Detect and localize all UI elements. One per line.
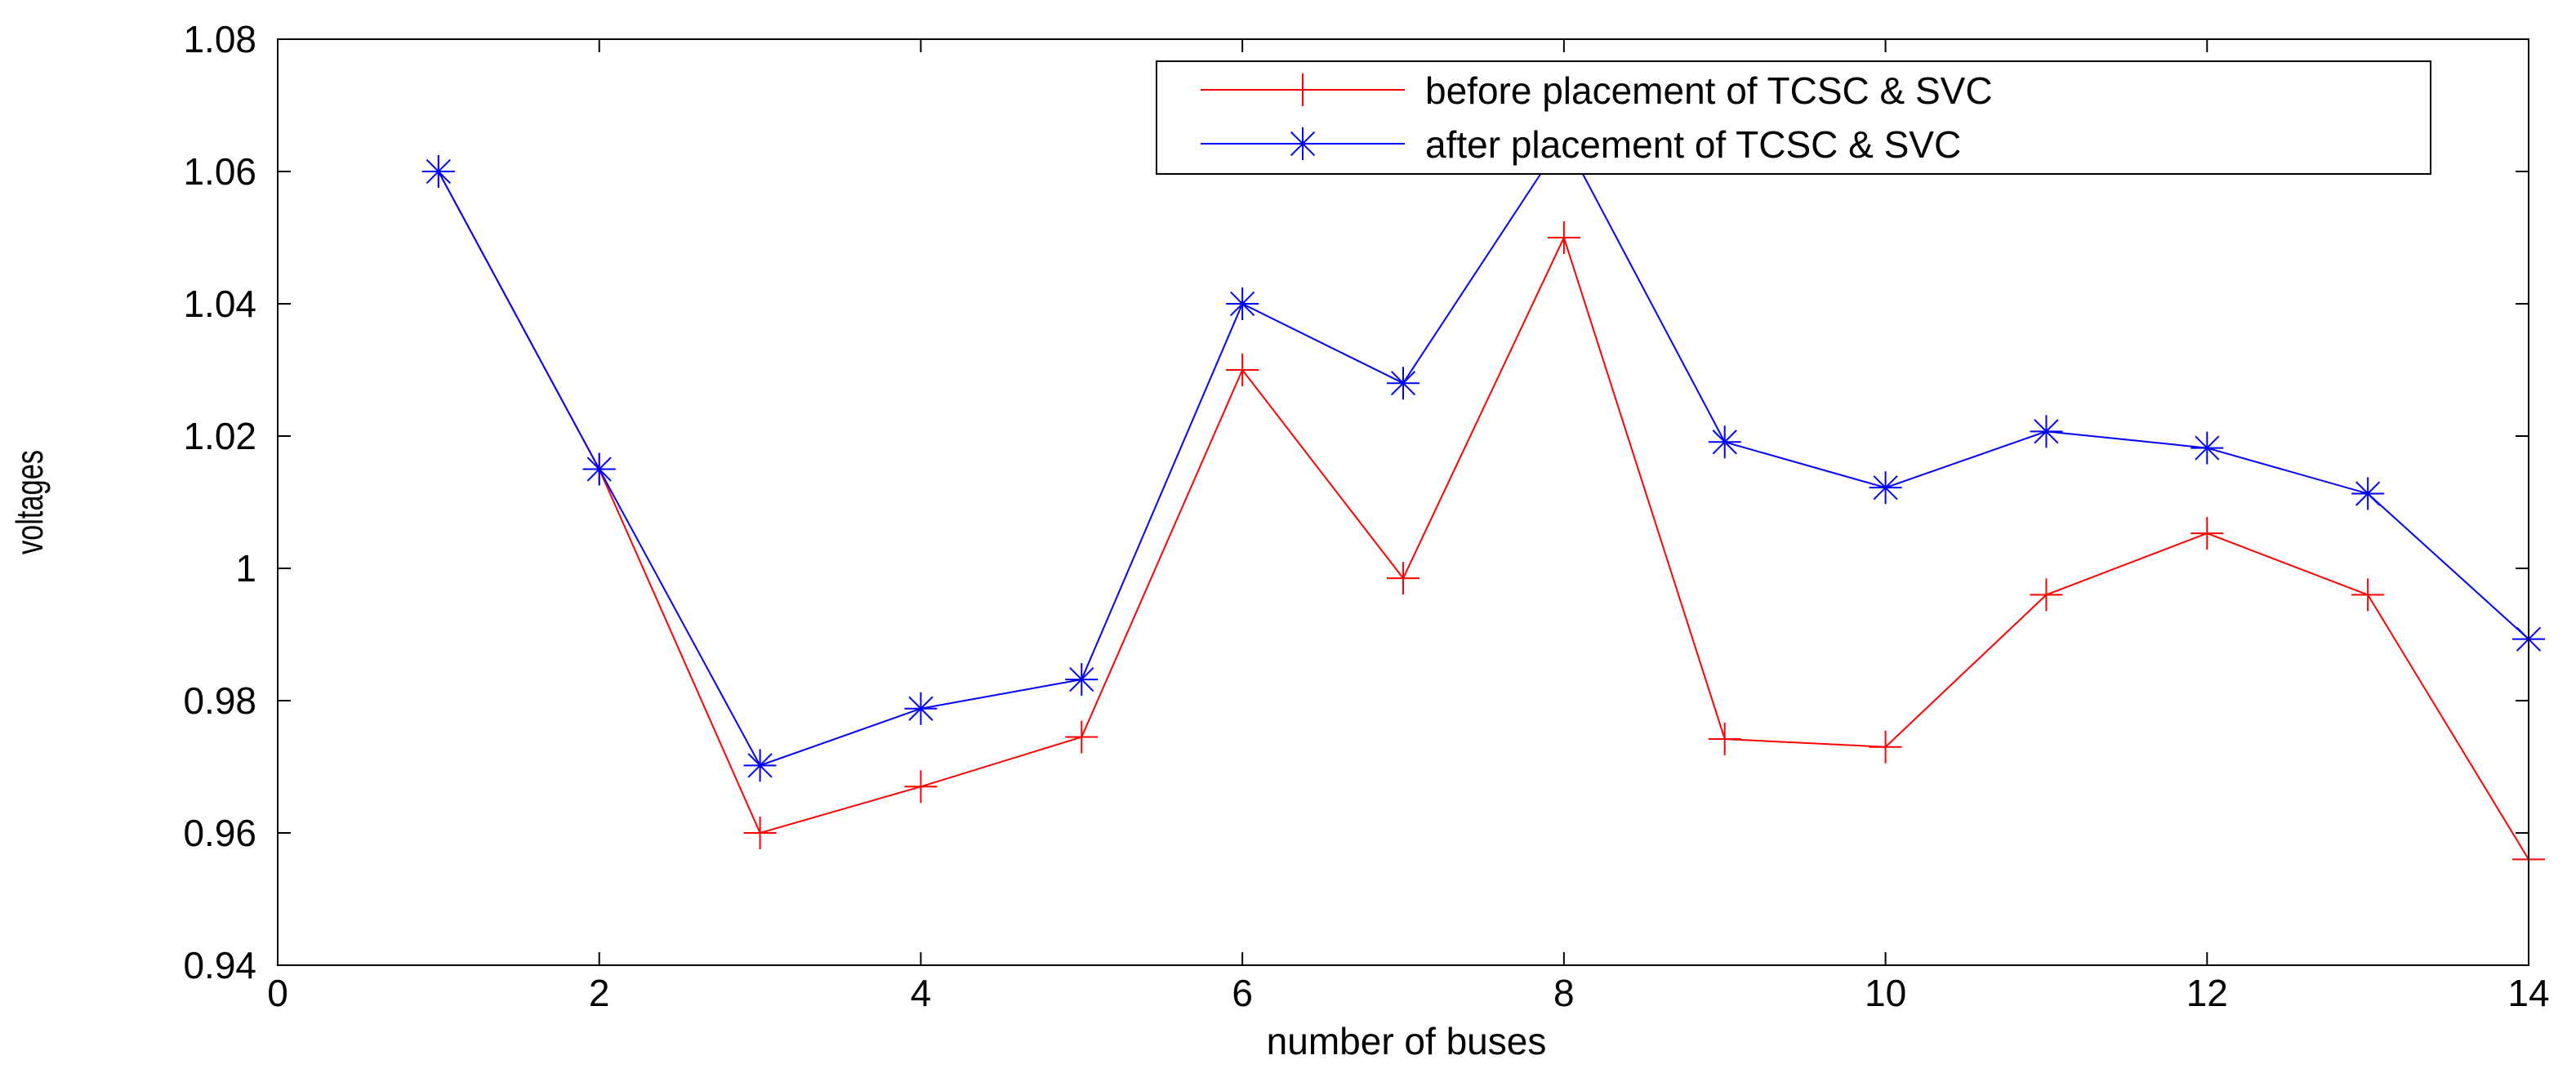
x-tick-label: 2: [589, 972, 610, 1014]
data-point-before: [1869, 730, 1902, 764]
data-point-after: [1065, 663, 1099, 697]
x-tick-label: 8: [1553, 972, 1575, 1014]
data-point-before: [1387, 562, 1419, 595]
data-point-before: [1547, 221, 1580, 254]
data-point-after: [2351, 477, 2385, 510]
data-point-after: [904, 692, 938, 725]
y-tick-label: 1.06: [183, 150, 256, 193]
y-tick-label: 1.04: [183, 283, 256, 325]
legend-label-after: after placement of TCSC & SVC: [1425, 123, 1961, 166]
y-tick-label: 1.02: [183, 415, 256, 457]
series-layer: [421, 122, 2545, 876]
y-tick-label: 1.08: [183, 18, 256, 60]
y-tick-label: 0.96: [183, 812, 256, 854]
x-axis-ticks: 0 2 4 6 8 10 12 14: [267, 39, 2550, 1014]
legend-marker-before: [1286, 73, 1319, 106]
x-tick-label: 0: [267, 972, 288, 1014]
y-tick-label: 1: [235, 547, 256, 590]
data-point-after: [421, 155, 455, 188]
legend-box: [1156, 60, 2431, 175]
data-point-before: [2190, 517, 2224, 550]
y-tick-label: 0.94: [183, 944, 256, 986]
y-tick-label: 0.98: [183, 679, 256, 722]
x-tick-label: 12: [2186, 972, 2228, 1014]
data-point-before: [904, 770, 938, 804]
data-point-after: [2030, 415, 2063, 448]
legend-marker-after: [1286, 127, 1319, 160]
data-point-before: [1708, 722, 1741, 755]
data-point-after: [582, 452, 616, 486]
data-point-after: [1387, 367, 1419, 400]
legend: before placement of TCSC & SVC after pla…: [1156, 60, 2431, 175]
x-tick-label: 6: [1232, 972, 1253, 1014]
data-point-before: [2351, 578, 2385, 612]
data-point-after: [1708, 425, 1741, 459]
data-point-before: [2030, 578, 2063, 612]
data-point-after: [1226, 287, 1259, 320]
x-tick-label: 4: [911, 972, 932, 1014]
y-axis-title: voltages: [8, 450, 51, 554]
data-point-after: [2190, 431, 2224, 465]
data-point-after: [743, 749, 777, 782]
legend-label-before: before placement of TCSC & SVC: [1425, 69, 1993, 112]
y-axis-ticks: 0.94 0.96 0.98 1 1.02 1.04 1.06 1.08: [183, 18, 2529, 986]
series-line-after: [437, 136, 2529, 767]
data-point-before: [1065, 720, 1099, 754]
plot-area-frame: [277, 38, 2529, 966]
legend-marker-icon-before: [1286, 73, 1319, 106]
x-axis-title: number of buses: [1267, 1020, 1547, 1062]
x-tick-label: 10: [1865, 972, 1906, 1014]
data-point-before: [1226, 354, 1259, 386]
legend-marker-icon-after: [1286, 127, 1319, 160]
data-point-after: [1869, 471, 1902, 505]
x-tick-label: 14: [2507, 972, 2549, 1014]
data-point-before: [743, 817, 777, 849]
series-line-before: [437, 171, 2529, 860]
